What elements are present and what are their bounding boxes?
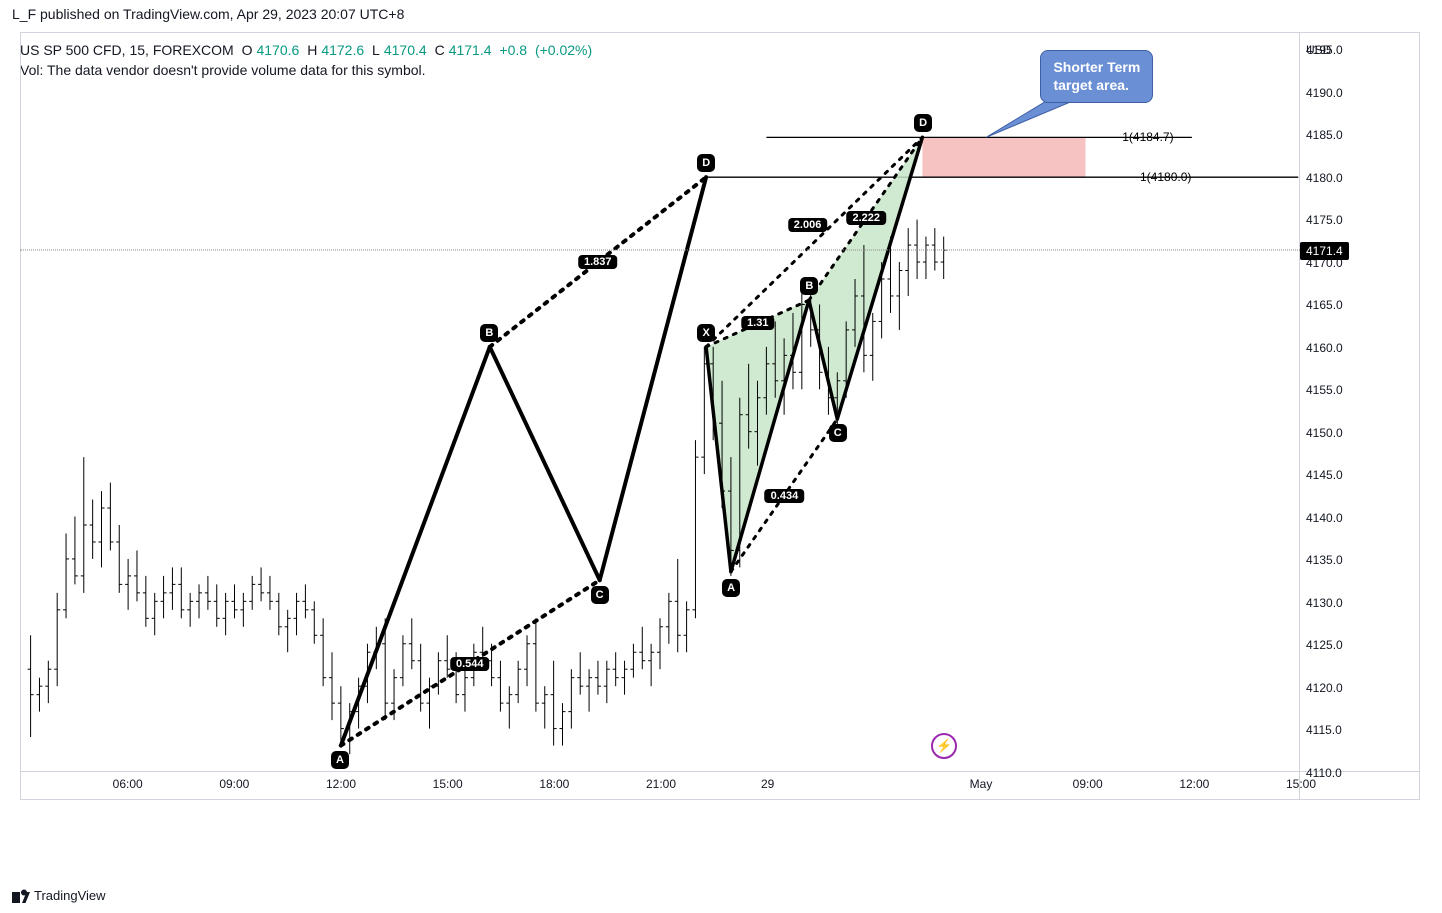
- price-level-label: 1(4180.0): [1140, 170, 1191, 184]
- pattern-point-D: D: [914, 114, 932, 132]
- time-axis-label: 18:00: [539, 777, 569, 791]
- session-break-icon: ⚡: [931, 733, 957, 759]
- price-axis-label: 4190.0: [1306, 86, 1343, 100]
- price-axis-label: 4130.0: [1306, 596, 1343, 610]
- price-axis-label: 4165.0: [1306, 298, 1343, 312]
- pattern-ratio-label: 1.837: [578, 255, 618, 269]
- price-axis-label: 4135.0: [1306, 553, 1343, 567]
- price-axis-label: 4155.0: [1306, 383, 1343, 397]
- price-level-label: 1(4184.7): [1122, 130, 1173, 144]
- chart-plot-area[interactable]: [20, 32, 1300, 772]
- price-axis-label: 4125.0: [1306, 638, 1343, 652]
- callout-line: target area.: [1053, 77, 1140, 95]
- tradingview-logo-icon: [12, 889, 30, 903]
- footer-brand-text: TradingView: [34, 888, 106, 903]
- pattern-point-A: A: [722, 579, 740, 597]
- axis-corner: [1300, 772, 1420, 800]
- pattern-point-B: B: [480, 324, 498, 342]
- price-axis-label: 4150.0: [1306, 426, 1343, 440]
- price-axis[interactable]: USD 4110.04115.04120.04125.04130.04135.0…: [1300, 32, 1420, 772]
- price-axis-label: 4140.0: [1306, 511, 1343, 525]
- current-price-tag: 4171.4: [1300, 242, 1349, 260]
- footer-brand: TradingView: [12, 888, 106, 903]
- pattern-point-X: X: [697, 324, 715, 342]
- time-axis-label: 12:00: [326, 777, 356, 791]
- pattern-point-C: C: [829, 424, 847, 442]
- time-axis-label: 09:00: [219, 777, 249, 791]
- pattern-ratio-label: 2.222: [846, 211, 886, 225]
- price-axis-label: 4195.0: [1306, 43, 1343, 57]
- time-axis[interactable]: 06:00 09:00 12:00 15:00 18:00 21:00 29 May 09:00…: [20, 772, 1300, 800]
- pattern-ratio-label: 1.31: [741, 316, 774, 330]
- price-axis-label: 4180.0: [1306, 171, 1343, 185]
- time-axis-label: 21:00: [646, 777, 676, 791]
- pattern-point-A: A: [331, 751, 349, 769]
- chart-root: L_F published on TradingView.com, Apr 29…: [0, 0, 1442, 913]
- pattern-point-D: D: [697, 154, 715, 172]
- pattern-ratio-label: 0.544: [450, 657, 490, 671]
- callout-line: Shorter Term: [1053, 59, 1140, 77]
- publish-header: L_F published on TradingView.com, Apr 29…: [12, 6, 404, 22]
- time-axis-label: 15:00: [1286, 777, 1316, 791]
- time-axis-label: 29: [761, 777, 774, 791]
- price-axis-label: 4115.0: [1306, 723, 1342, 737]
- price-axis-label: 4160.0: [1306, 341, 1343, 355]
- pattern-point-B: B: [800, 277, 818, 295]
- price-axis-label: 4175.0: [1306, 213, 1343, 227]
- price-axis-label: 4145.0: [1306, 468, 1343, 482]
- time-axis-label: 06:00: [113, 777, 143, 791]
- pattern-ratio-label: 2.006: [788, 218, 828, 232]
- time-axis-label: 15:00: [433, 777, 463, 791]
- pattern-ratio-label: 0.434: [765, 489, 805, 503]
- pattern-point-C: C: [591, 586, 609, 604]
- price-axis-label: 4185.0: [1306, 128, 1343, 142]
- time-axis-label: May: [970, 777, 993, 791]
- chart-svg: [21, 33, 1299, 771]
- time-axis-label: 12:00: [1179, 777, 1209, 791]
- price-axis-label: 4120.0: [1306, 681, 1343, 695]
- time-axis-label: 09:00: [1073, 777, 1103, 791]
- annotation-callout[interactable]: Shorter Termtarget area.: [1040, 50, 1153, 103]
- current-price-line: [20, 249, 1300, 250]
